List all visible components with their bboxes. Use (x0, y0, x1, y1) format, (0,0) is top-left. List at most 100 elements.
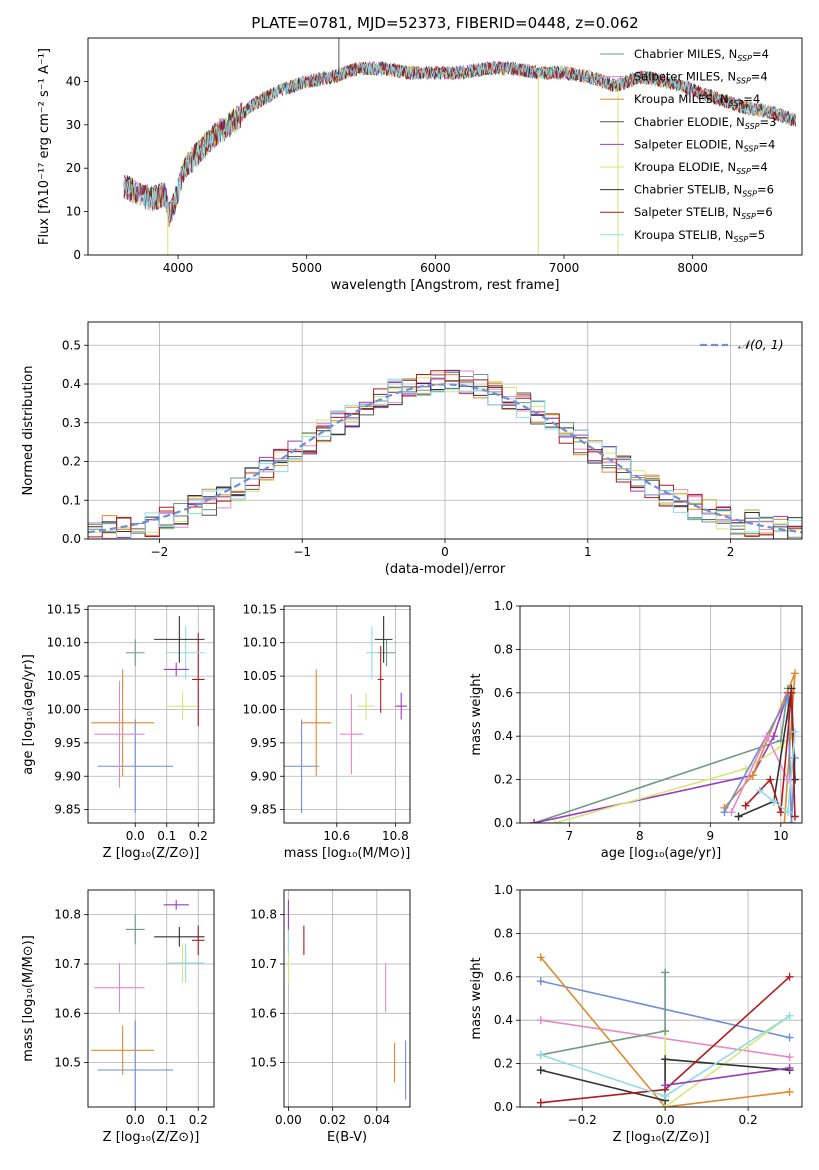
legend-label: Chabrier MILES, NSSP=4 (634, 47, 769, 63)
legend-label-suffix: =4 (752, 47, 769, 61)
series-marker (790, 669, 799, 678)
series-marker (785, 1011, 794, 1020)
legend-label: Salpeter MILES, NSSP=4 (634, 70, 768, 86)
series-marker (783, 808, 792, 817)
chart-panel-residuals: −2 −1 0 1 2 0.0 0.1 0.2 0.3 0.4 0.5 (data-model)/er… (21, 321, 803, 577)
y-axis-label: Flux [fλ10⁻¹⁷ erg cm⁻² s⁻¹ A⁻¹] (37, 48, 52, 245)
x-axis-label: mass [log₁₀(M/M⊙)] (284, 846, 411, 861)
series-marker (787, 819, 796, 823)
series-line-salpeter_elodie (533, 692, 789, 823)
figure-title: PLATE=0781, MJD=52373, FIBERID=0448, z=0… (251, 14, 638, 32)
legend-label-main: Salpeter MILES, N (634, 70, 736, 84)
series-marker (536, 977, 545, 986)
y-tick-label: 10.05 (47, 669, 81, 683)
legend-label-suffix: =4 (743, 92, 760, 106)
spectrum-line-kroupa_stelib (123, 60, 796, 222)
y-axis-label: mass weight (469, 957, 484, 1039)
y-tick-label: 10.00 (243, 702, 277, 716)
y-tick-label: 9.85 (250, 803, 277, 817)
series-line-chabrier_miles (533, 688, 793, 823)
legend-label-main: Salpeter ELODIE, N (634, 137, 744, 151)
axes-frame (283, 605, 411, 824)
series-marker (785, 1087, 794, 1096)
series-marker (785, 1063, 794, 1072)
y-tick-label: 30 (66, 118, 81, 132)
y-tick-label: 0.0 (494, 1100, 513, 1114)
series-marker (661, 1027, 670, 1036)
legend-label-sub: SSP (745, 122, 760, 131)
legend-label-sub: SSP (744, 144, 759, 153)
series-marker (790, 775, 799, 784)
y-tick-label: 10.5 (54, 1056, 81, 1070)
chart-panel-mass_vs_Z: 0.0 0.1 0.2 10.5 10.6 10.7 10.8 Z [log₁₀(Z/Z⊙)]… (21, 889, 215, 1145)
series-marker (785, 1053, 794, 1062)
series-marker (661, 1055, 670, 1064)
x-axis-label: Z [log₁₀(Z/Z⊙)] (613, 1130, 710, 1145)
y-tick-label: 10 (66, 205, 81, 219)
x-tick-label: 0.2 (189, 829, 208, 843)
legend-label-suffix: =5 (748, 228, 765, 242)
legend-label-sub: SSP (729, 99, 744, 108)
series-marker (787, 688, 796, 697)
series-marker (727, 808, 736, 817)
normal-curve (88, 383, 802, 534)
x-tick-label: −1 (293, 545, 311, 559)
series-marker (762, 732, 771, 741)
x-tick-label: 0.04 (363, 1113, 390, 1127)
plot-area (91, 616, 205, 813)
y-tick-label: 40 (66, 74, 81, 88)
y-axis-label: age [log₁₀(age/yr)] (21, 654, 36, 775)
y-tick-label: 10.05 (243, 669, 277, 683)
legend-label-main: Kroupa ELODIE, N (634, 160, 736, 174)
series-marker (748, 771, 757, 780)
y-axis-label: Normed distribution (21, 366, 36, 496)
plot-area (287, 899, 407, 1100)
legend-label-suffix: =4 (751, 160, 768, 174)
y-tick-label: 0.0 (494, 816, 513, 830)
series-marker (536, 1016, 545, 1025)
legend-label-suffix: =4 (758, 137, 775, 151)
x-tick-label: 0.0 (126, 1113, 145, 1127)
series-line-normal_curve (723, 694, 796, 823)
plot-area (123, 38, 796, 255)
series-marker (766, 775, 775, 784)
y-tick-label: 0.5 (62, 338, 81, 352)
x-tick-label: 10.8 (382, 829, 409, 843)
legend-label-suffix: =4 (751, 70, 768, 84)
series-marker (755, 786, 764, 795)
x-tick-label: 9 (707, 829, 715, 843)
legend-label-main: Kroupa STELIB, N (634, 228, 734, 242)
x-tick-label: 8 (636, 829, 644, 843)
plot-area (88, 369, 802, 539)
series-marker (661, 968, 670, 977)
series-marker (536, 1098, 545, 1107)
y-axis-label: mass [log₁₀(M/M⊙)] (21, 935, 36, 1062)
legend-label: Salpeter STELIB, NSSP=6 (634, 205, 773, 221)
legend-label-sub: SSP (734, 235, 749, 244)
series-marker (536, 1066, 545, 1075)
y-tick-label: 10.7 (54, 957, 81, 971)
x-tick-label: 0.0 (126, 829, 145, 843)
legend-label: Kroupa ELODIE, NSSP=4 (634, 160, 768, 176)
series-marker (776, 743, 785, 752)
x-tick-label: 7000 (549, 261, 580, 275)
x-tick-label: 0.02 (319, 1113, 346, 1127)
legend-label: Salpeter ELODIE, NSSP=4 (634, 137, 775, 153)
y-tick-label: 0.4 (494, 1013, 513, 1027)
plot-area (536, 953, 794, 1107)
x-axis-label: E(B-V) (327, 1130, 367, 1145)
y-tick-label: 1.0 (494, 883, 513, 897)
chart-panel-mass_vs_ebv: 0.00 0.02 0.04 10.5 10.6 10.7 10.8 E(B-V) (250, 889, 411, 1145)
x-tick-label: 5000 (291, 261, 322, 275)
y-tick-label: 9.85 (54, 803, 81, 817)
x-tick-label: 4000 (163, 261, 194, 275)
x-axis-label: (data-model)/error (385, 562, 506, 577)
x-axis-label: Z [log₁₀(Z/Z⊙)] (103, 846, 200, 861)
y-tick-label: 0.1 (62, 493, 81, 507)
y-tick-label: 0.6 (494, 686, 513, 700)
x-axis-label: Z [log₁₀(Z/Z⊙)] (103, 1130, 200, 1145)
series-marker (536, 1050, 545, 1059)
legend-label-sub: SSP (736, 77, 751, 86)
legend-label-main: Kroupa MILES, N (634, 92, 729, 106)
